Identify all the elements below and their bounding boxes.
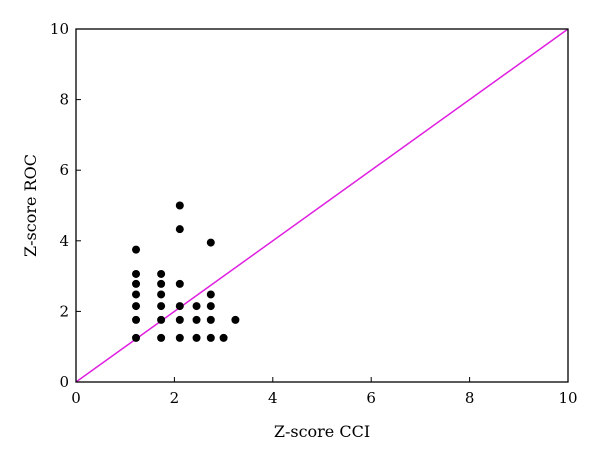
x-tick-label: 8 [465, 389, 475, 407]
scatter-point [157, 302, 166, 311]
scatter-point [132, 302, 141, 311]
tick-labels: 0 2 4 6 8 10 0 2 4 6 8 10 [50, 20, 578, 407]
scatter-point [192, 333, 201, 342]
y-tick-label: 10 [50, 20, 69, 38]
scatter-point [231, 315, 240, 324]
scatter-point [175, 201, 184, 210]
scatter-point [132, 290, 141, 299]
scatter-point [206, 238, 215, 247]
x-tick-label: 2 [170, 389, 180, 407]
y-tick-label: 6 [59, 161, 69, 179]
scatter-point [192, 315, 201, 324]
scatter-point [175, 279, 184, 288]
y-axis-title: Z-score ROC [21, 154, 40, 257]
scatter-point [132, 333, 141, 342]
scatter-point [175, 225, 184, 234]
scatter-point [192, 302, 201, 311]
scatter-point [157, 315, 166, 324]
plot-frame [75, 28, 569, 383]
x-tick-label: 4 [268, 389, 278, 407]
x-tick-label: 0 [71, 389, 81, 407]
scatter-point [175, 333, 184, 342]
scatter-point [132, 245, 141, 254]
scatter-point [157, 269, 166, 278]
y-tick-label: 2 [59, 302, 69, 320]
scatter-point [157, 290, 166, 299]
scatter-point [206, 302, 215, 311]
reference-line-layer [75, 28, 569, 383]
x-axis-title: Z-score CCI [274, 422, 370, 441]
data-points [132, 201, 240, 342]
reference-line [75, 28, 569, 383]
y-tick-label: 4 [59, 232, 69, 250]
x-tick-label: 6 [366, 389, 376, 407]
scatter-point [206, 333, 215, 342]
scatter-point [175, 302, 184, 311]
y-tick-label: 8 [59, 91, 69, 109]
scatter-point [206, 290, 215, 299]
x-tick-label: 10 [558, 389, 577, 407]
y-tick-label: 0 [59, 373, 69, 391]
scatter-point [206, 315, 215, 324]
scatter-point [132, 315, 141, 324]
scatter-point [157, 333, 166, 342]
scatter-point [175, 315, 184, 324]
scatter-point [157, 279, 166, 288]
scatter-point [132, 269, 141, 278]
scatter-point [132, 279, 141, 288]
scatter-point [219, 333, 228, 342]
